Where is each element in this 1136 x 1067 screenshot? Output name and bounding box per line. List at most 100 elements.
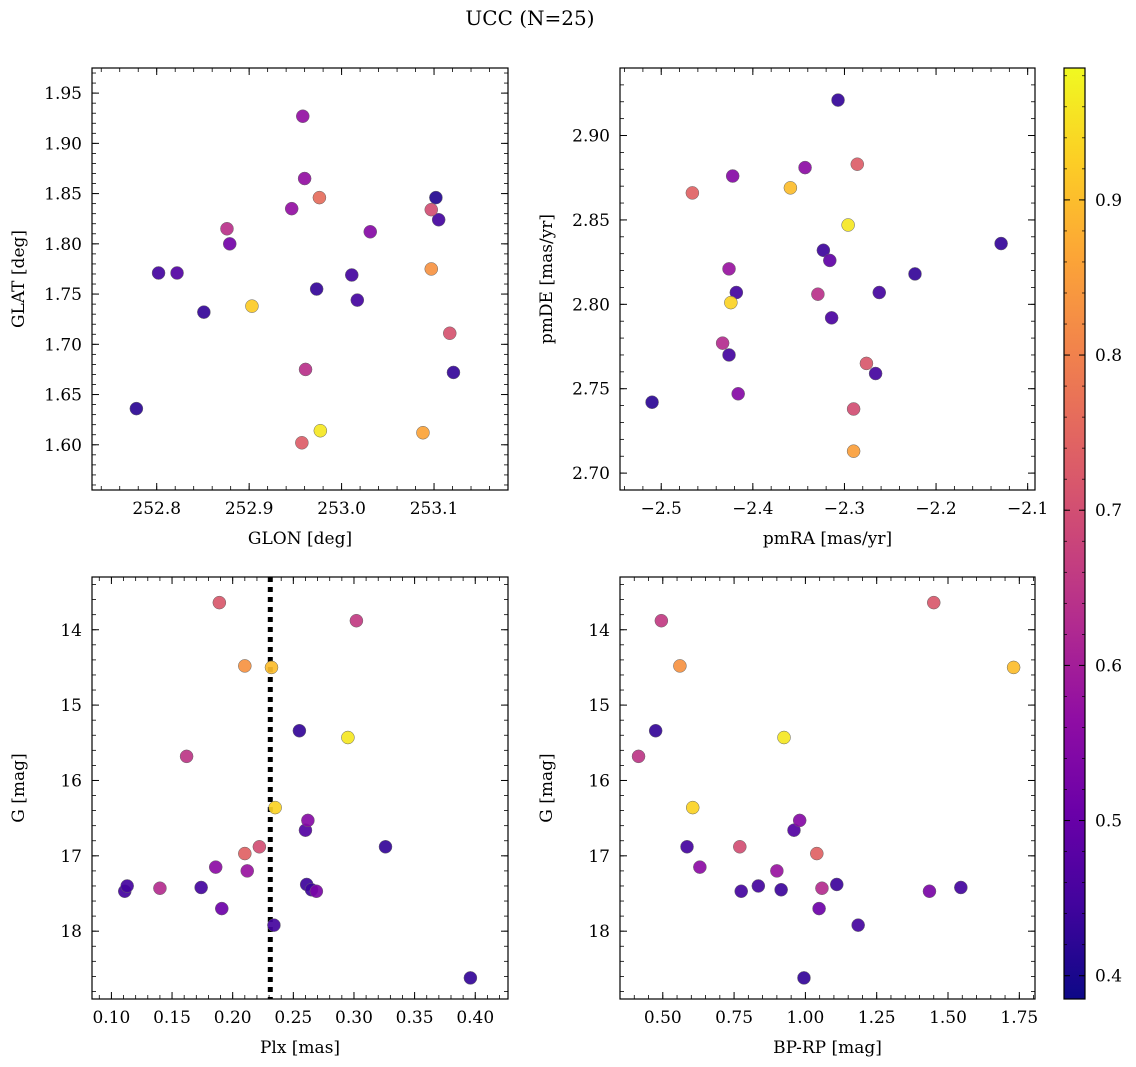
- scatter-point: [267, 918, 281, 932]
- y-tick-label: 2.80: [572, 295, 610, 315]
- y-tick-label: 1.90: [44, 134, 82, 154]
- y-tick-label: 1.65: [44, 386, 82, 406]
- point-group: [631, 595, 1021, 985]
- point-group: [117, 577, 478, 999]
- x-tick-label: 253.1: [410, 499, 459, 519]
- scatter-point: [1006, 660, 1021, 675]
- x-tick-label: −2.2: [915, 499, 956, 519]
- axes-frame: [91, 67, 509, 491]
- y-tick-label: 1.85: [44, 185, 82, 205]
- scatter-point: [770, 864, 784, 878]
- scatter-point: [238, 846, 252, 861]
- scatter-panel-3: 0.10 0.15 0.20 0.25 0.30 0.35 0.40 14 15 16 17 18 Pl…: [9, 576, 509, 1058]
- y-tick-label: 15: [588, 696, 610, 716]
- x-tick-label: 253.0: [317, 499, 366, 519]
- scatter-point: [345, 268, 359, 282]
- scatter-point: [812, 901, 826, 916]
- scatter-point: [797, 971, 811, 985]
- y-tick-label: 1.60: [44, 436, 82, 456]
- point-group: [129, 109, 461, 450]
- x-axis-title: BP-RP [mag]: [773, 1038, 882, 1058]
- scatter-point: [685, 186, 700, 200]
- scatter-point: [774, 882, 788, 897]
- x-tick-label: 0.20: [214, 1008, 252, 1028]
- scatter-point: [783, 181, 798, 195]
- scatter-point: [429, 190, 443, 205]
- scatter-point: [859, 356, 874, 371]
- scatter-point: [846, 402, 861, 416]
- y-tick-label: 1.95: [44, 84, 82, 104]
- scatter-point: [197, 305, 211, 319]
- x-tick-label: 252.8: [132, 499, 181, 519]
- y-tick-label: 1.70: [44, 335, 82, 355]
- colorbar-tick-label: 0.9: [1095, 191, 1122, 211]
- scatter-point: [954, 880, 968, 895]
- x-tick-label: 0.30: [335, 1008, 373, 1028]
- scatter-point: [349, 613, 364, 628]
- y-tick-label: 2.75: [572, 380, 610, 400]
- x-tick-label: −2.4: [732, 499, 773, 519]
- scatter-point: [179, 749, 194, 764]
- scatter-point: [341, 730, 355, 745]
- y-tick-label: 17: [588, 847, 610, 867]
- scatter-point: [731, 387, 745, 401]
- scatter-point: [309, 884, 324, 898]
- scatter-point: [777, 730, 791, 745]
- scatter-point: [830, 877, 844, 892]
- y-axis-title: G [mag]: [537, 753, 557, 822]
- scatter-point: [798, 160, 812, 175]
- scatter-point: [846, 444, 861, 458]
- x-tick-label: −2.5: [641, 499, 682, 519]
- scatter-point: [295, 436, 309, 450]
- x-tick-label: −2.3: [824, 499, 865, 519]
- scatter-point: [722, 262, 736, 276]
- scatter-point: [908, 267, 922, 281]
- y-tick-label: 14: [588, 621, 610, 641]
- y-axis-title: GLAT [deg]: [9, 230, 29, 328]
- scatter-point: [673, 659, 687, 673]
- y-axis-title: pmDE [mas/yr]: [537, 214, 557, 344]
- scatter-point: [994, 236, 1008, 251]
- scatter-point: [309, 282, 324, 296]
- scatter-point: [264, 660, 279, 675]
- scatter-point: [245, 299, 259, 313]
- scatter-point: [645, 395, 659, 409]
- scatter-point: [715, 336, 730, 350]
- scatter-point: [208, 860, 223, 874]
- axes-frame: [619, 576, 1036, 1000]
- colorbar: 0.4 0.5 0.6 0.7 0.8 0.9: [1063, 67, 1122, 1000]
- y-axis-title: G [mag]: [9, 753, 29, 822]
- y-tick-label: 1.75: [44, 285, 82, 305]
- scatter-point: [724, 295, 738, 310]
- scatter-point: [810, 846, 824, 861]
- scatter-point: [212, 595, 227, 610]
- scatter-point: [733, 840, 747, 854]
- y-tick-label: 16: [588, 771, 610, 791]
- scatter-point: [823, 253, 837, 268]
- scatter-point: [815, 881, 829, 895]
- y-tick-label: 2.90: [572, 127, 610, 147]
- x-tick-label: 0.75: [715, 1008, 753, 1028]
- scatter-point: [648, 723, 663, 738]
- scatter-point: [170, 266, 184, 280]
- scatter-point: [292, 723, 307, 738]
- scatter-point: [841, 218, 855, 232]
- point-group: [645, 93, 1008, 458]
- scatter-point: [424, 262, 439, 276]
- x-tick-label: −2.1: [1007, 499, 1048, 519]
- y-tick-label: 17: [60, 847, 82, 867]
- scatter-point: [153, 881, 167, 895]
- scatter-point: [151, 266, 166, 280]
- scatter-point: [685, 800, 700, 815]
- axes-frame: [619, 67, 1036, 491]
- scatter-point: [872, 285, 887, 300]
- x-tick-label: 0.25: [274, 1008, 312, 1028]
- x-tick-label: 1.25: [858, 1008, 896, 1028]
- scatter-point: [443, 326, 457, 341]
- scatter-point: [301, 813, 315, 828]
- scatter-point: [120, 879, 134, 893]
- scatter-point: [926, 595, 941, 610]
- scatter-panel-2: −2.5 −2.4 −2.3 −2.2 −2.1 2.70 2.75 2.80 2.85 2.90…: [537, 67, 1048, 549]
- figure-title: UCC (N=25): [465, 6, 595, 30]
- scatter-point: [446, 365, 461, 380]
